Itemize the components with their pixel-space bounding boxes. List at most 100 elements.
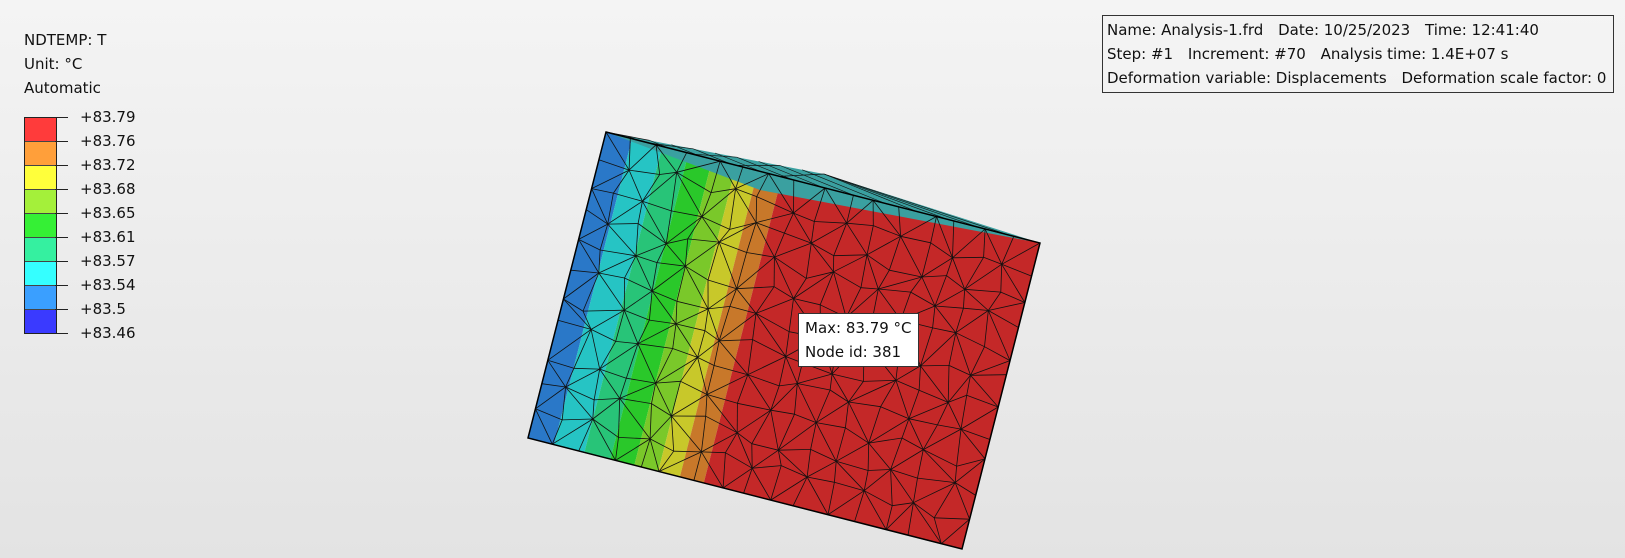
mesh-edge	[878, 276, 923, 290]
mesh-edge	[656, 243, 667, 263]
mesh-edge	[829, 373, 833, 391]
legend-tick	[55, 189, 68, 190]
mesh-edge	[598, 159, 630, 171]
mesh-edge	[952, 256, 984, 259]
mesh-edge	[599, 343, 639, 370]
mesh-edge	[535, 408, 563, 421]
mesh-edge	[892, 502, 914, 507]
mesh-edge	[963, 289, 966, 309]
mesh-edge	[701, 432, 738, 453]
mesh-front-face[interactable]	[528, 132, 1040, 549]
mesh-edge	[848, 381, 864, 403]
mesh-edge	[655, 357, 698, 384]
mesh-edge	[777, 450, 782, 466]
mesh-edge	[615, 310, 625, 342]
mesh-edge	[987, 291, 1002, 311]
mesh-edge	[917, 477, 956, 483]
mesh-edge	[701, 451, 726, 454]
mesh-edge	[815, 389, 831, 423]
legend-label: +83.72	[80, 156, 136, 174]
mesh-edge	[920, 365, 949, 403]
mesh-edge	[952, 257, 966, 290]
mesh-edge	[651, 265, 686, 292]
mesh-edge	[900, 236, 923, 278]
mesh-edge	[900, 235, 931, 244]
legend-unit: Unit: °C	[24, 55, 83, 73]
mesh-edge	[623, 310, 639, 344]
mesh-edge	[781, 465, 808, 478]
mesh-edge	[833, 271, 862, 289]
mesh-edge	[793, 278, 807, 299]
mesh-edge	[806, 449, 811, 478]
mesh-edge	[770, 476, 808, 501]
mesh-edge	[672, 348, 698, 358]
mesh-edge	[889, 269, 922, 278]
mesh-edge	[784, 212, 794, 234]
mesh-edge	[755, 286, 775, 314]
mesh-edge	[705, 394, 708, 417]
mesh-edge	[868, 406, 881, 444]
mesh-edge	[729, 288, 737, 307]
mesh-edge	[952, 220, 955, 258]
mesh-edge	[737, 374, 749, 404]
mesh-edge	[835, 461, 865, 491]
mesh-edge	[747, 374, 772, 411]
mesh-edge	[785, 356, 798, 384]
mesh-edge	[729, 188, 736, 230]
mesh-edge	[955, 310, 989, 334]
mesh-edge	[900, 216, 937, 237]
mesh-edge	[557, 319, 592, 330]
mesh-edge	[946, 275, 965, 290]
mesh-edge	[947, 365, 950, 403]
mesh-edge	[725, 432, 738, 453]
mesh-edge	[675, 301, 678, 324]
mesh-edge	[619, 378, 627, 399]
mesh-edge	[704, 308, 709, 331]
mesh-edge	[565, 368, 600, 388]
legend-label: +83.46	[80, 324, 136, 342]
mesh-edge	[770, 465, 782, 501]
mesh-edge	[863, 379, 896, 382]
mesh-edge	[671, 415, 702, 453]
mesh-edge	[676, 160, 721, 173]
mesh-edge	[665, 210, 672, 244]
mesh-edge	[624, 290, 653, 311]
mesh-edge	[628, 169, 643, 202]
temperature-band	[679, 170, 782, 483]
mesh-edge	[718, 222, 757, 243]
mesh-edge	[956, 458, 986, 467]
mesh-edge	[573, 329, 592, 369]
mesh-edge	[755, 313, 790, 333]
legend-swatch	[25, 190, 56, 214]
mesh-edge	[706, 374, 748, 395]
mesh-edge	[649, 319, 677, 325]
mesh-edge	[970, 346, 985, 376]
mesh-edge	[885, 502, 914, 530]
mesh-edge	[778, 422, 817, 451]
mesh-edge	[864, 490, 893, 507]
mesh-edge	[746, 222, 757, 253]
mesh-edge	[693, 451, 702, 481]
mesh-edge	[642, 200, 672, 212]
mesh-edge	[908, 418, 924, 450]
mesh-edge	[890, 437, 903, 470]
mesh-edge	[988, 310, 1019, 328]
mesh-edge	[797, 383, 831, 391]
mesh-edge	[895, 379, 920, 391]
mesh-edge	[770, 410, 779, 451]
mesh-edge	[921, 275, 947, 278]
mesh-edge	[635, 255, 653, 292]
legend-swatch	[25, 310, 56, 333]
legend-mode: Automatic	[24, 79, 101, 97]
mesh-edge	[946, 257, 953, 276]
color-legend-bar	[24, 117, 57, 334]
mesh-edge	[907, 502, 914, 536]
mesh-edge	[736, 288, 757, 314]
mesh-edge	[711, 188, 736, 193]
mesh-edge	[680, 380, 708, 395]
mesh-edge	[598, 272, 625, 311]
mesh-edge	[675, 323, 705, 332]
mesh-edge	[605, 131, 630, 171]
